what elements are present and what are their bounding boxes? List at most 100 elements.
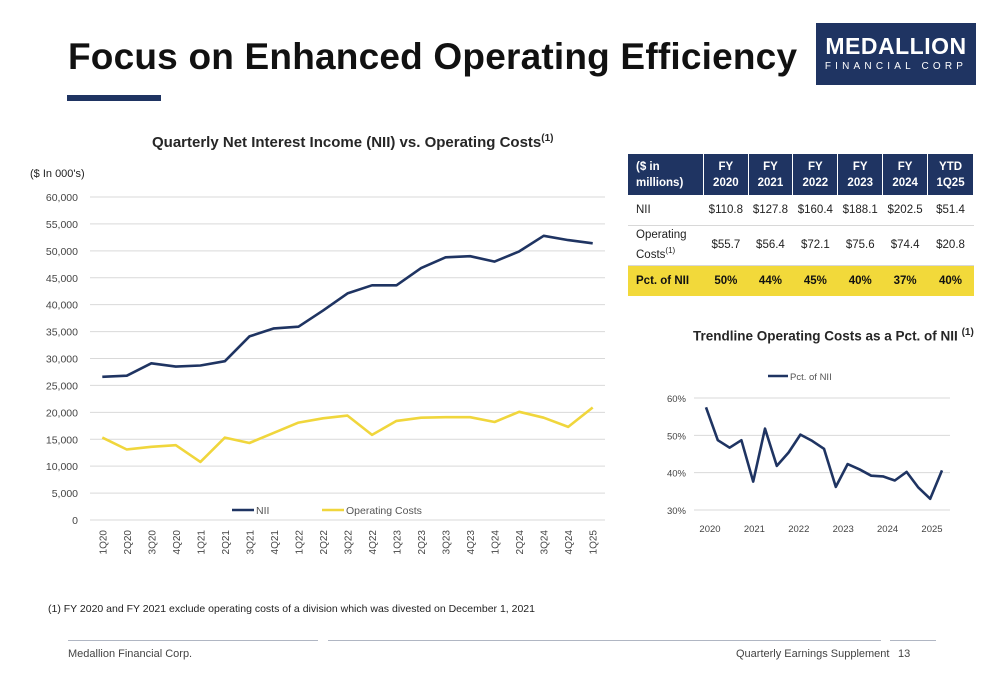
x-tick-label: 2Q22: [319, 530, 330, 555]
table-cell: $110.8: [703, 195, 748, 226]
trend-chart-title-text: Trendline Operating Costs as a Pct. of N…: [693, 328, 958, 344]
legend-label: NII: [256, 505, 269, 517]
trend-chart: 30% 40% 50% 60% 2020 2021 2022 2023 2024 2025 Pct.…: [667, 372, 950, 535]
row-label: Pct. of NII: [628, 265, 704, 296]
x-tick-label: 2020: [699, 524, 720, 535]
row-label: Operating Costs(1): [628, 225, 704, 266]
company-logo: MEDALLION FINANCIAL CORP: [816, 23, 976, 85]
row-label: NII: [628, 195, 704, 226]
table-header-cell: ($ in millions): [628, 154, 705, 195]
x-tick-label: 2Q24: [515, 530, 526, 555]
page-title: Focus on Enhanced Operating Efficiency: [68, 36, 798, 77]
table-cell: $127.8: [748, 195, 793, 226]
y-tick-label: 40,000: [46, 300, 78, 312]
x-tick-label: 2025: [921, 524, 942, 535]
table-cell: $55.7: [703, 225, 748, 266]
table-cell: $74.4: [882, 225, 928, 266]
y-tick-label: 5,000: [52, 488, 78, 500]
x-tick-label: 2Q20: [123, 530, 134, 555]
x-tick-label: 3Q20: [147, 530, 158, 555]
x-tick-label: 3Q21: [245, 530, 256, 555]
x-tick-label: 4Q20: [172, 530, 183, 555]
x-tick-label: 4Q22: [368, 530, 379, 555]
y-tick-label: 45,000: [46, 273, 78, 285]
title-accent-bar: [67, 95, 161, 101]
x-tick-label: 1Q24: [491, 530, 502, 555]
table-cell: 45%: [792, 265, 838, 296]
y-tick-label: 30,000: [46, 354, 78, 366]
y-tick-label: 50,000: [46, 246, 78, 258]
row-label-footnote-mark: (1): [665, 246, 676, 255]
x-tick-label: 1Q23: [393, 530, 404, 555]
y-tick-label: 35,000: [46, 327, 78, 339]
table-row-pct-of-nii: Pct. of NII 50% 44% 45% 40% 37% 40%: [628, 265, 974, 296]
x-tick-label: 3Q22: [344, 530, 355, 555]
x-tick-label: 1Q22: [294, 530, 305, 555]
table-cell: $188.1: [837, 195, 883, 226]
table-header-cell: FY 2020: [703, 154, 749, 195]
legend-label: Operating Costs: [346, 505, 422, 517]
table-cell: 40%: [837, 265, 883, 296]
table-header-cell: FY 2024: [882, 154, 929, 195]
table-cell: $51.4: [927, 195, 974, 226]
y-tick-label: 0: [72, 515, 78, 527]
x-tick-label: 3Q24: [540, 530, 551, 555]
trend-chart-title: Trendline Operating Costs as a Pct. of N…: [693, 327, 974, 344]
logo-wordmark: MEDALLION: [825, 33, 967, 59]
table-header-cell: YTD 1Q25: [927, 154, 974, 195]
table-cell: 40%: [927, 265, 974, 296]
footer-report-name: Quarterly Earnings Supplement: [736, 648, 890, 660]
footer-divider-left: [68, 640, 318, 641]
table-row-operating-costs: Operating Costs(1) $55.7 $56.4 $72.1 $75…: [628, 225, 974, 266]
series-line: [102, 234, 593, 379]
x-tick-label: 1Q20: [98, 530, 109, 555]
table-cell: $202.5: [882, 195, 928, 226]
table-cell: $72.1: [792, 225, 838, 266]
footer-company: Medallion Financial Corp.: [68, 648, 193, 660]
table-row-nii: NII $110.8 $127.8 $160.4 $188.1 $202.5 $…: [628, 195, 974, 226]
y-tick-label: 40%: [667, 469, 687, 480]
y-tick-label: 60%: [667, 394, 687, 405]
main-chart: 0 5,000 10,000 15,000 20,000 25,000 30,000 35,0…: [46, 192, 605, 555]
trend-chart-title-footnote-mark: (1): [961, 327, 974, 338]
table-cell: $160.4: [792, 195, 838, 226]
x-tick-label: 4Q24: [564, 530, 575, 555]
logo-subtitle: FINANCIAL CORP: [824, 61, 968, 72]
row-label-text: Operating Costs: [636, 229, 687, 261]
y-tick-label: 15,000: [46, 434, 78, 446]
x-tick-label: 1Q21: [196, 530, 207, 555]
y-tick-label: 10,000: [46, 461, 78, 473]
footer-divider-middle: [328, 640, 881, 641]
main-chart-title-footnote-mark: (1): [541, 133, 554, 144]
table-cell: $75.6: [837, 225, 883, 266]
x-tick-label: 2022: [788, 524, 809, 535]
main-chart-title: Quarterly Net Interest Income (NII) vs. …: [152, 133, 554, 151]
y-tick-label: 25,000: [46, 380, 78, 392]
financial-summary-table: ($ in millions) FY 2020 FY 2021 FY 2022 …: [628, 154, 974, 296]
table-cell: $20.8: [927, 225, 974, 266]
series-line: [704, 406, 944, 501]
x-tick-label: 2024: [877, 524, 898, 535]
y-tick-label: 55,000: [46, 219, 78, 231]
table-cell: 50%: [703, 265, 748, 296]
table-header-cell: FY 2022: [792, 154, 839, 195]
footer-divider-right: [890, 640, 936, 641]
y-tick-label: 60,000: [46, 192, 78, 204]
x-tick-label: 2021: [744, 524, 765, 535]
x-tick-label: 1Q25: [589, 530, 600, 555]
x-tick-label: 2Q23: [417, 530, 428, 555]
y-tick-label: 50%: [667, 431, 687, 442]
x-tick-label: 2023: [833, 524, 854, 535]
table-header-cell: FY 2023: [837, 154, 884, 195]
x-tick-label: 2Q21: [221, 530, 232, 555]
table-header-row: ($ in millions) FY 2020 FY 2021 FY 2022 …: [628, 154, 974, 195]
main-chart-title-text: Quarterly Net Interest Income (NII) vs. …: [152, 134, 542, 151]
table-cell: $56.4: [748, 225, 793, 266]
footnote: (1) FY 2020 and FY 2021 exclude operatin…: [48, 603, 535, 615]
page-number: 13: [898, 648, 911, 660]
legend-label: Pct. of NII: [790, 372, 832, 383]
series-line: [101, 406, 594, 464]
table-header-cell: FY 2021: [748, 154, 794, 195]
x-tick-label: 3Q23: [442, 530, 453, 555]
y-tick-label: 20,000: [46, 407, 78, 419]
